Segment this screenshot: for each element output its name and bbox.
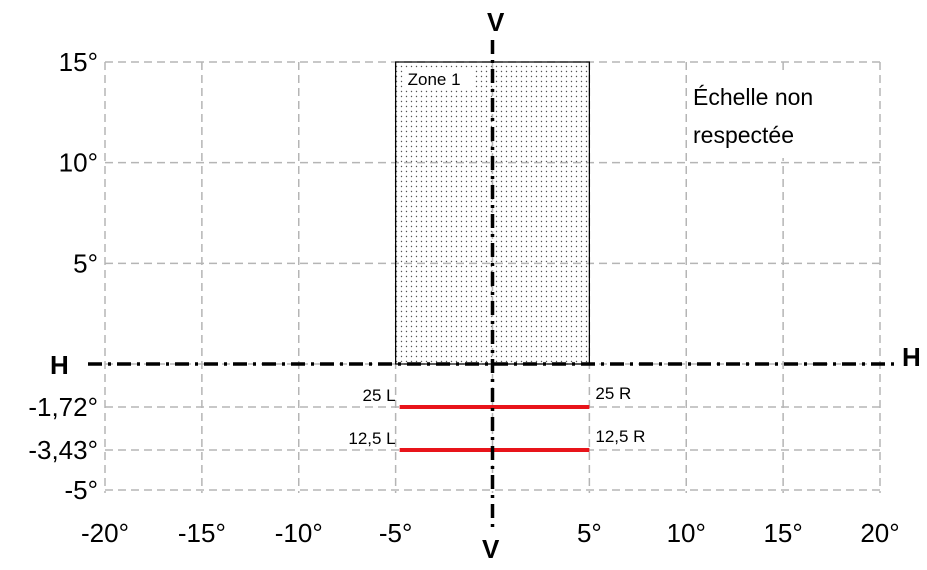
x-tick-label: 5° [577,518,602,548]
v-label-top: V [487,7,505,37]
zone-1-label-bg [404,70,475,90]
x-tick-label: -20° [81,518,129,548]
v-label-bottom: V [482,534,500,564]
y-tick-label: 15° [59,47,98,77]
h-label-right: H [902,342,921,372]
axes: V V H H [50,7,921,564]
x-tick-labels: -20° -15° -10° -5° 5° 10° 15° 20° [81,518,900,548]
segment-right-label: 25 R [595,384,631,403]
segment-right-label: 12,5 R [595,427,645,446]
red-segments: 25 L 25 R 12,5 L 12,5 R [348,384,645,452]
segment-left-label: 25 L [363,386,396,405]
x-tick-label: 20° [860,518,899,548]
y-tick-label: -1,72° [28,392,98,422]
scale-note: Échelle non respectée [688,72,878,158]
scale-note-line-2: respectée [693,122,794,148]
y-tick-label: 10° [59,148,98,178]
segment-left-label: 12,5 L [348,429,395,448]
y-tick-label: 5° [73,248,98,278]
x-tick-label: -5° [379,518,413,548]
x-tick-label: -15° [178,518,226,548]
y-tick-label: -3,43° [28,435,98,465]
x-tick-label: 10° [667,518,706,548]
scale-note-line-1: Échelle non [693,84,813,110]
y-tick-label: -5° [64,475,98,505]
zone-1-label: Zone 1 [408,70,461,89]
h-label-left: H [50,350,69,380]
y-tick-labels: 15° 10° 5° -1,72° -3,43° -5° [28,47,98,505]
x-tick-label: 15° [763,518,802,548]
x-tick-label: -10° [275,518,323,548]
scale-note-background [688,72,878,158]
